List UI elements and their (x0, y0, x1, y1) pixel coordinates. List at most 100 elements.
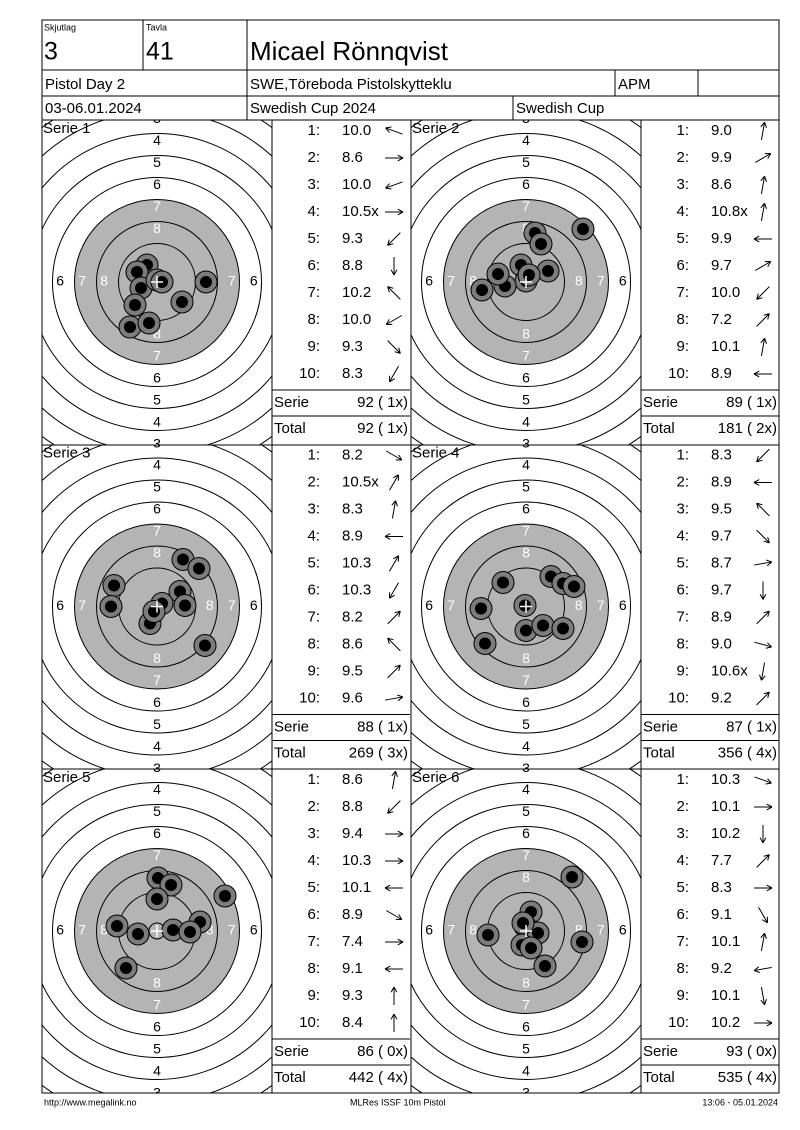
direction-arrow (753, 370, 772, 378)
direction-arrow (754, 641, 773, 649)
ring-label: 7 (228, 597, 236, 613)
shot-score: 10.5x (342, 473, 379, 490)
shot-score: 8.9 (342, 906, 363, 923)
direction-arrow (385, 450, 403, 461)
direction-arrow (387, 232, 401, 246)
direction-arrow (753, 479, 772, 486)
shot-number: 5: (307, 879, 320, 896)
shot-core (475, 602, 487, 615)
shot-number: 8: (307, 960, 320, 977)
direction-arrow (754, 261, 772, 271)
ring-label: 6 (56, 597, 64, 613)
serie-score: 87 ( 1x) (726, 718, 777, 735)
shot-number: 5: (676, 554, 689, 571)
ring-label: 5 (522, 392, 530, 408)
shot-score: 9.6 (342, 689, 363, 706)
ring-label: 6 (619, 597, 627, 613)
ring-label: 7 (447, 922, 455, 938)
ring-label: 7 (78, 597, 86, 613)
direction-arrow (756, 313, 770, 327)
ring (52, 501, 262, 712)
direction-arrow (760, 932, 767, 951)
shot-core (479, 637, 491, 650)
ring-label: 3 (153, 759, 161, 775)
ring-label: 8 (100, 922, 108, 938)
ring-label: 6 (522, 370, 530, 386)
direction-arrow (756, 502, 770, 517)
shot-number: 1: (307, 446, 320, 463)
ring-label: 6 (250, 597, 258, 613)
ring-label: 5 (403, 273, 411, 289)
shot-number: 3: (676, 176, 689, 193)
shot-score: 10.3 (711, 771, 740, 788)
ring-label: 8 (575, 922, 583, 938)
ring (52, 177, 262, 387)
ring-label: 5 (522, 1041, 530, 1057)
shot-number: 10: (299, 689, 320, 706)
direction-arrow (760, 175, 767, 194)
shot-core (566, 871, 578, 883)
ring-label: 6 (56, 922, 64, 938)
shot-score: 10.0 (342, 176, 371, 193)
ring-label: 5 (153, 716, 161, 732)
direction-arrow (754, 803, 773, 811)
ring (421, 501, 631, 712)
ring-label: 6 (153, 500, 161, 516)
club: SWE,Töreboda Pistolskytteklu (250, 76, 452, 93)
ring-label: 6 (619, 922, 627, 938)
shot-core (519, 599, 531, 612)
shot-core (111, 920, 123, 932)
shot-score: 10.1 (342, 879, 371, 896)
direction-arrow (754, 153, 772, 163)
ring (421, 177, 631, 387)
shot-score: 8.9 (342, 527, 363, 544)
ring (42, 457, 272, 756)
ring-label: 8 (469, 273, 477, 289)
shot-core (517, 917, 529, 929)
shot-number: 9: (676, 338, 689, 355)
serie-label: Serie (274, 718, 309, 735)
ring-label: 6 (153, 1019, 161, 1035)
shot-number: 8: (307, 635, 320, 652)
shot-core (124, 321, 136, 333)
ring-label: 3 (153, 760, 161, 776)
competition: Swedish Cup 2024 (250, 100, 376, 117)
shot-core (525, 942, 537, 954)
ring-label: 5 (641, 273, 649, 289)
squad-label: Skjutlag (44, 22, 76, 32)
shot-number: 3: (307, 500, 320, 517)
ring (411, 804, 641, 1058)
serie-label: Serie (643, 1043, 678, 1060)
ring-label: 5 (153, 803, 161, 819)
direction-arrow (756, 448, 770, 463)
ring (74, 848, 240, 1014)
shot-score: 8.3 (711, 446, 732, 463)
ring-label: 4 (153, 132, 161, 148)
ring-label: 7 (597, 922, 605, 938)
shot-number: 8: (307, 311, 320, 328)
shot-score: 9.5 (711, 500, 732, 517)
class: APM (618, 76, 651, 93)
shot-score: 10.5x (342, 203, 379, 220)
ring-label: 7 (597, 597, 605, 613)
ring (42, 804, 272, 1058)
shot-score: 10.1 (711, 987, 740, 1004)
shot-score: 10.2 (711, 825, 740, 842)
footer-software: MLRes ISSF 10m Pistol (350, 1097, 446, 1107)
shot-number: 10: (668, 689, 689, 706)
shot-core (167, 924, 179, 936)
shot-number: 7: (676, 933, 689, 950)
shot-number: 8: (676, 960, 689, 977)
ring (42, 133, 272, 431)
direction-arrow (387, 664, 401, 679)
shot-core (219, 890, 231, 902)
ring-label: 4 (153, 781, 161, 797)
shot-score: 9.3 (342, 338, 363, 355)
ring-label: 8 (522, 869, 530, 885)
ring-label: 5 (403, 597, 411, 613)
shot-score: 9.9 (711, 149, 732, 166)
shot-number: 10: (668, 1014, 689, 1031)
shot-number: 1: (676, 771, 689, 788)
total-label: Total (643, 744, 675, 761)
